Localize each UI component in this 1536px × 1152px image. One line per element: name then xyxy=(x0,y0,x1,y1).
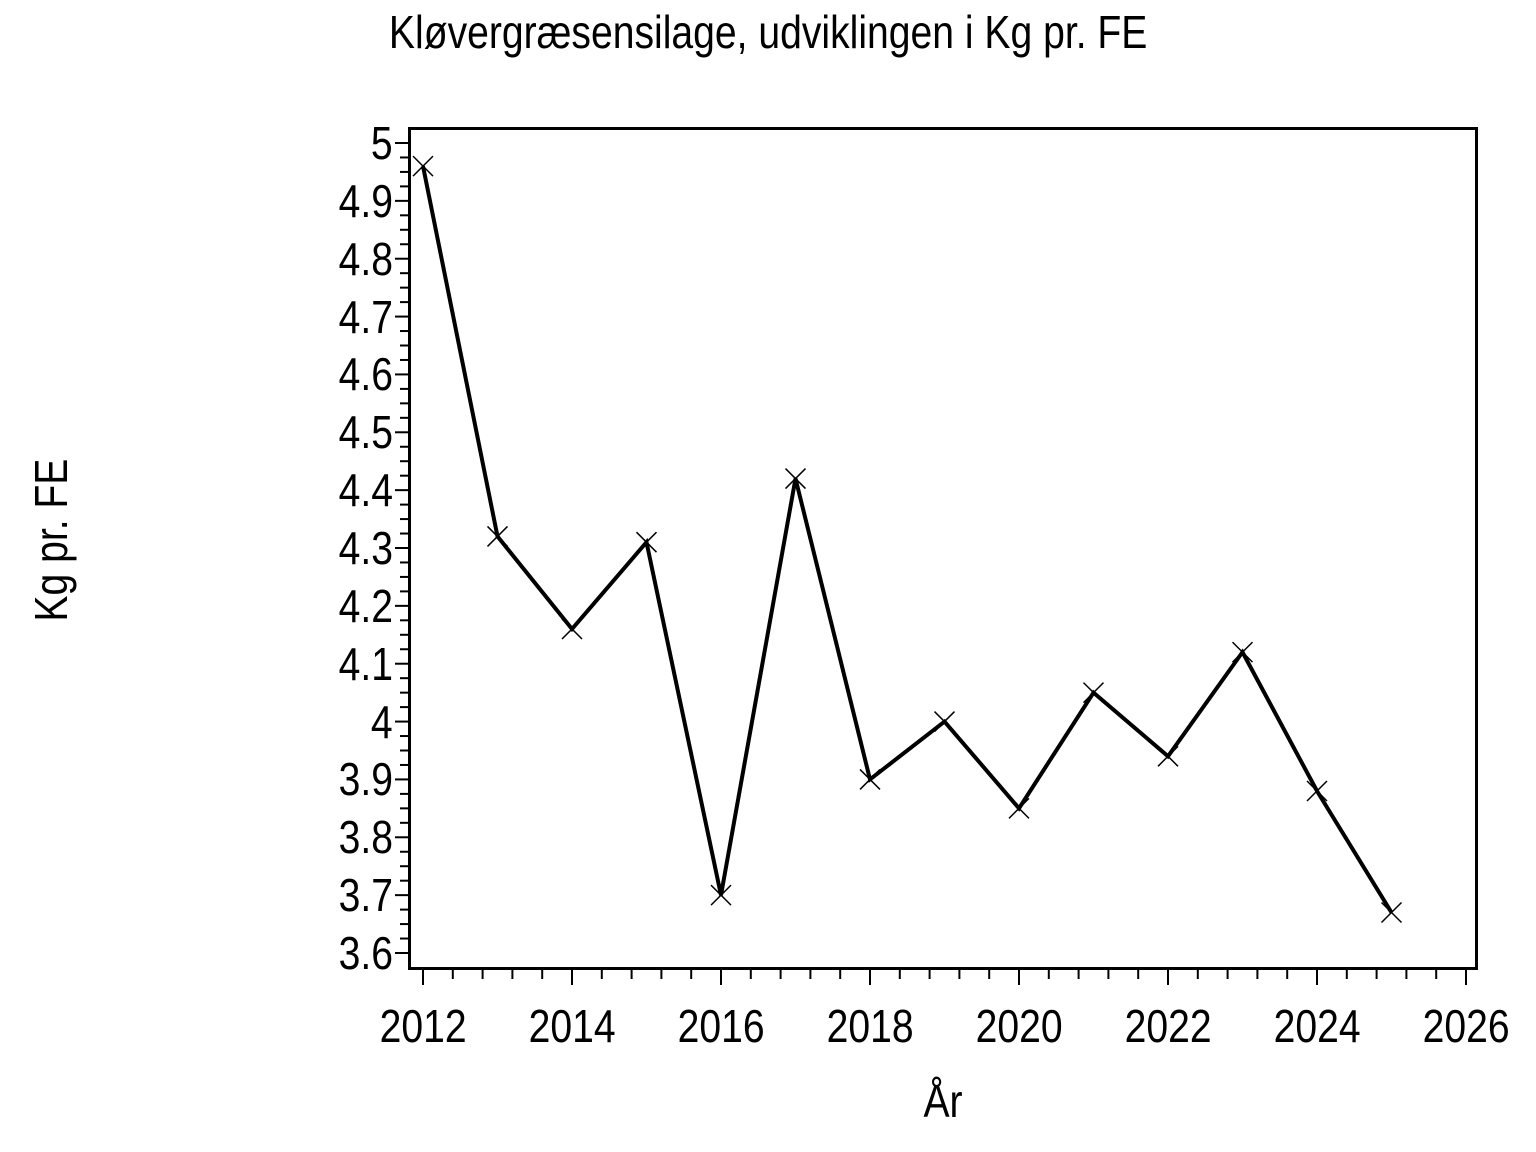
data-point-marker xyxy=(859,768,881,790)
y-tick-label-text: 4.9 xyxy=(338,174,393,227)
data-point-marker xyxy=(561,618,583,640)
y-tick-label: 3.8 xyxy=(329,814,393,860)
y-tick-label: 4.8 xyxy=(329,236,393,282)
y-tick-label-text: 4.5 xyxy=(338,406,393,459)
data-series-line xyxy=(421,165,1394,914)
y-tick-label: 4 xyxy=(367,699,393,745)
y-tick-label-text: 4.8 xyxy=(338,232,393,285)
x-tick-label-text: 2016 xyxy=(677,1000,765,1052)
data-point-marker xyxy=(1380,901,1403,924)
y-tick-label: 3.9 xyxy=(329,756,393,802)
x-tick-label: 2014 xyxy=(492,1003,652,1049)
y-tick-label-text: 4.7 xyxy=(338,290,393,343)
data-point-marker xyxy=(486,525,509,547)
data-point-marker xyxy=(1008,797,1030,819)
y-tick-label-text: 4 xyxy=(371,695,393,748)
data-point-marker xyxy=(784,468,807,490)
data-point-marker xyxy=(933,711,956,733)
y-tick-label-text: 3.7 xyxy=(338,869,393,922)
y-tick-label-text: 3.6 xyxy=(338,926,393,979)
chart-title: Kløvergræsensilage, udviklingen i Kg pr.… xyxy=(0,9,1536,55)
y-tick-label: 4.6 xyxy=(329,351,393,397)
x-tick-label-text: 2014 xyxy=(528,1000,616,1052)
data-point-marker xyxy=(1231,641,1254,663)
x-tick-label: 2026 xyxy=(1386,1003,1536,1049)
y-tick-label: 3.7 xyxy=(329,872,393,918)
x-axis-title: År xyxy=(408,1078,1478,1124)
x-tick-label-text: 2018 xyxy=(826,1000,914,1052)
y-tick-label: 4.4 xyxy=(329,467,393,513)
x-tick-label-text: 2022 xyxy=(1124,1000,1212,1052)
data-point-marker xyxy=(412,155,434,177)
x-tick-label-text: 2026 xyxy=(1422,1000,1510,1052)
x-tick-label-text: 2012 xyxy=(379,1000,467,1052)
data-point-marker xyxy=(1082,682,1105,704)
y-tick-label: 4.2 xyxy=(329,583,393,629)
y-tick-label: 5 xyxy=(367,120,393,166)
data-point-marker xyxy=(1306,780,1328,802)
x-tick-label: 2016 xyxy=(641,1003,801,1049)
y-tick-label-text: 4.2 xyxy=(338,579,393,632)
y-tick-label: 4.9 xyxy=(329,178,393,224)
y-tick-label-text: 5 xyxy=(371,117,393,169)
chart-title-text: Kløvergræsensilage, udviklingen i Kg pr.… xyxy=(388,6,1148,58)
plot-frame xyxy=(408,127,1478,970)
x-tick-label: 2012 xyxy=(343,1003,503,1049)
y-axis-title: Kg pr. FE xyxy=(25,367,77,712)
y-tick-label: 4.3 xyxy=(329,525,393,571)
y-tick-label: 3.6 xyxy=(329,930,393,976)
y-axis-title-text: Kg pr. FE xyxy=(25,458,77,622)
y-tick-label: 4.7 xyxy=(329,294,393,340)
x-tick-label: 2022 xyxy=(1088,1003,1248,1049)
y-tick-label-text: 4.1 xyxy=(338,637,393,690)
y-tick-label-text: 3.9 xyxy=(338,753,393,806)
data-point-marker xyxy=(635,531,658,553)
x-tick-label-text: 2020 xyxy=(975,1000,1063,1052)
x-tick-label: 2024 xyxy=(1237,1003,1397,1049)
y-tick-label-text: 4.3 xyxy=(338,521,393,574)
x-tick-label-text: 2024 xyxy=(1273,1000,1361,1052)
data-point-marker xyxy=(1157,745,1179,767)
y-tick-label: 4.5 xyxy=(329,409,393,455)
y-tick-label-text: 4.6 xyxy=(338,348,393,401)
x-tick-label: 2018 xyxy=(790,1003,950,1049)
y-tick-label: 4.1 xyxy=(329,641,393,687)
x-axis-title-text: År xyxy=(923,1075,963,1127)
data-point-marker xyxy=(710,884,732,906)
y-tick-label-text: 4.4 xyxy=(338,464,393,517)
x-tick-label: 2020 xyxy=(939,1003,1099,1049)
y-tick-label-text: 3.8 xyxy=(338,811,393,864)
